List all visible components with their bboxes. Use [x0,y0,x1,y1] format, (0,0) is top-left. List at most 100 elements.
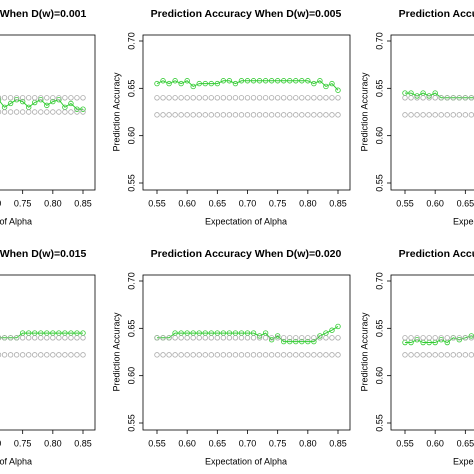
point [178,80,184,87]
y-tick-label: 0.55 [374,174,384,192]
point [80,95,86,101]
x-tick-label: 0.85 [329,198,347,208]
point [1,95,8,101]
point [274,333,281,339]
point [44,109,50,115]
point [56,352,62,358]
chart-title: Prediction Accuracy When D(w)=0.010 [399,8,474,20]
chart-title: Prediction Accuracy When D(w)=0.020 [151,248,342,260]
x-tick-label: 0.65 [209,438,227,448]
point [62,95,68,101]
point [80,352,86,358]
x-axis-label: Expectation of Alpha [0,216,32,226]
point [274,335,281,341]
point [432,95,438,101]
point [274,78,281,84]
point [80,335,86,341]
point [1,335,8,341]
x-tick-label: 0.70 [239,438,257,448]
point [414,95,420,101]
x-tick-label: 0.60 [178,198,196,208]
point [262,112,269,118]
point [19,352,26,358]
point [268,336,275,343]
series-line [0,99,83,110]
point [281,338,287,345]
point [32,352,38,358]
point [26,109,32,115]
point [408,352,414,358]
point [317,352,323,358]
point [7,109,14,115]
point [329,335,335,341]
point [444,335,450,341]
point [226,335,233,341]
point [426,112,432,118]
point [238,95,245,101]
chart-title: Prediction Accuracy When D(w)=0.001 [0,8,87,20]
point [250,95,257,101]
point [208,80,214,87]
x-tick-label: 0.80 [299,198,317,208]
point [317,112,323,118]
point [323,95,329,101]
y-tick-label: 0.70 [126,32,136,50]
point [172,335,178,341]
point [311,352,317,358]
x-tick-label: 0.65 [457,198,474,208]
point [432,112,438,118]
point [462,95,469,101]
point [190,95,196,101]
point [262,335,269,341]
x-tick-label: 0.80 [44,438,62,448]
point [281,335,287,341]
point [220,335,227,341]
point [305,112,311,118]
x-axis-label: Expectation of Alpha [0,456,32,466]
point [7,95,14,101]
point [268,112,275,118]
point [202,95,208,101]
point [184,95,190,101]
point [56,96,62,103]
point [305,95,311,101]
point [420,335,426,341]
point [317,333,323,339]
x-tick-label: 0.85 [74,438,92,448]
point [184,352,190,358]
y-tick-label: 0.55 [374,414,384,432]
point [305,338,311,345]
point [414,352,420,358]
point [50,352,56,358]
point [1,352,8,358]
x-tick-label: 0.80 [299,438,317,448]
point [250,78,257,84]
point [160,95,166,101]
point [68,100,74,107]
point [214,335,221,341]
point [456,112,462,118]
y-tick-label: 0.65 [374,80,384,98]
point [220,95,227,101]
point [13,96,20,103]
point [19,335,26,341]
point [220,78,227,84]
point [74,95,80,101]
point [214,80,221,87]
point [323,112,329,118]
point [323,352,329,358]
point [268,95,275,101]
point [68,109,74,115]
point [0,109,2,115]
point [323,335,329,341]
point [56,335,62,341]
point [287,95,293,101]
point [450,335,456,341]
point [329,95,335,101]
point [202,335,208,341]
point [26,352,32,358]
chart-title: Prediction Accuracy When D(w)=0.015 [0,248,87,260]
y-tick-label: 0.55 [126,174,136,192]
x-tick-label: 0.70 [0,438,1,448]
point [68,352,74,358]
